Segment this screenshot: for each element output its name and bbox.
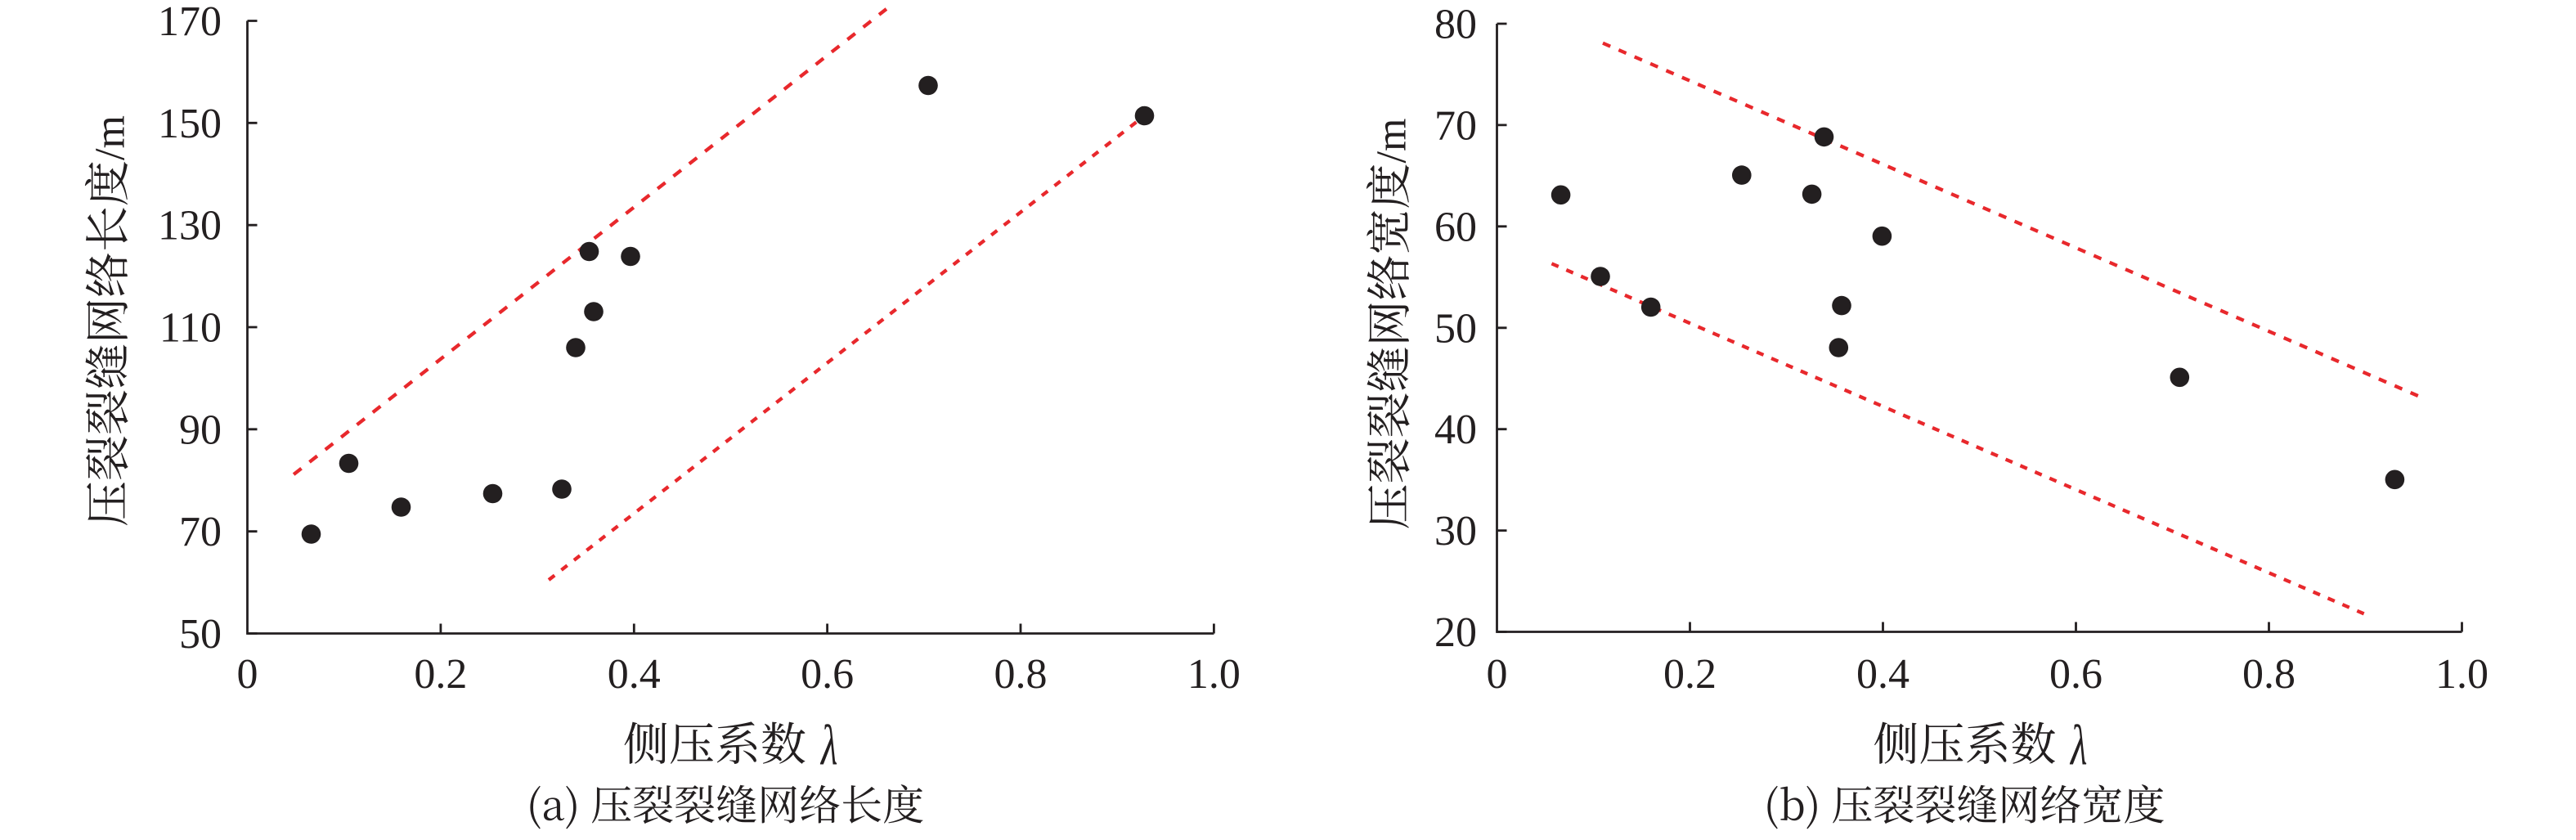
svg-text:90: 90: [179, 407, 222, 453]
svg-text:40: 40: [1434, 407, 1477, 453]
svg-text:130: 130: [158, 203, 222, 249]
svg-text:0.4: 0.4: [1856, 651, 1910, 698]
svg-text:0.8: 0.8: [994, 651, 1048, 698]
svg-text:0.6: 0.6: [2049, 651, 2103, 698]
svg-text:0.6: 0.6: [801, 651, 854, 698]
svg-text:80: 80: [1434, 2, 1477, 48]
svg-text:170: 170: [158, 0, 222, 45]
svg-text:0.2: 0.2: [414, 651, 467, 698]
svg-text:70: 70: [179, 509, 222, 555]
svg-text:60: 60: [1434, 204, 1477, 250]
svg-text:1.0: 1.0: [1187, 651, 1241, 698]
svg-text:0.8: 0.8: [2242, 651, 2296, 698]
svg-text:0.4: 0.4: [608, 651, 661, 698]
svg-text:0: 0: [1487, 651, 1508, 698]
svg-text:/m: /m: [88, 115, 134, 160]
svg-text:150: 150: [158, 101, 222, 147]
svg-text:1.0: 1.0: [2435, 651, 2488, 698]
svg-text:70: 70: [1434, 103, 1477, 150]
svg-text:30: 30: [1434, 508, 1477, 555]
svg-text:20: 20: [1434, 609, 1477, 656]
svg-text:50: 50: [179, 611, 222, 658]
svg-text:λ: λ: [819, 713, 837, 776]
svg-text:0.2: 0.2: [1663, 651, 1717, 698]
svg-text:0: 0: [237, 651, 258, 698]
svg-text:50: 50: [1434, 305, 1477, 352]
svg-text:λ: λ: [2069, 713, 2087, 776]
svg-text:110: 110: [159, 305, 222, 352]
svg-text:/m: /m: [1369, 119, 1416, 164]
